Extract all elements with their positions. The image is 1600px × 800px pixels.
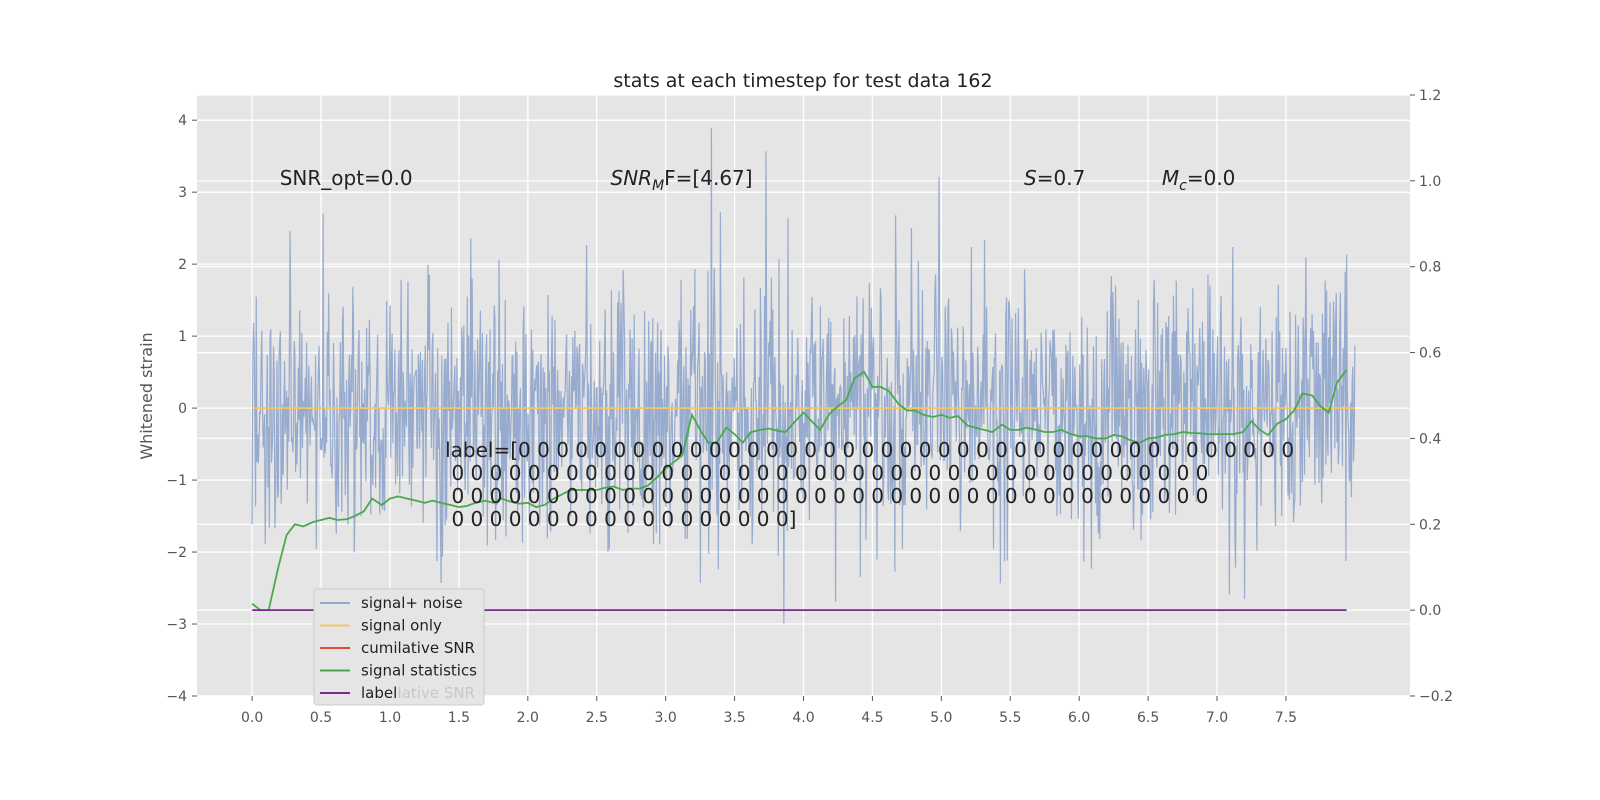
annotations: SNR_opt=0.0 SNRMF=[4.67] S=0.7 Mc=0.0: [280, 166, 1236, 194]
x-tick-label: 3.5: [723, 710, 745, 726]
legend-label: label: [361, 684, 397, 702]
label-text-line: 0 0 0 0 0 0 0 0 0 0 0 0 0 0 0 0 0 0 0 0 …: [445, 484, 1208, 508]
y2-tick-label: 0.6: [1419, 346, 1441, 362]
annotation-snr-opt: SNR_opt=0.0: [280, 166, 413, 190]
x-tick-label: 7.0: [1206, 710, 1228, 726]
signal-noise-line: [251, 128, 1356, 624]
series-signal-noise: [251, 128, 1356, 624]
y-axis-left: 4 3 2 1 0 −1 −2 −3 −4: [166, 113, 197, 705]
annotation-subscript: M: [652, 178, 664, 194]
label-text-line: label=[0 0 0 0 0 0 0 0 0 0 0 0 0 0 0 0 0…: [445, 438, 1294, 462]
y2-tick-label: 0.0: [1419, 603, 1441, 619]
y-tick-label: 3: [178, 185, 187, 201]
y-tick-label: −1: [166, 473, 187, 489]
annotation-snr-mf: SNRMF=[4.67]: [611, 166, 753, 194]
annotation-mc-value: Mc=0.0: [1162, 166, 1236, 194]
x-tick-label: 6.0: [1068, 710, 1090, 726]
y-tick-label: 1: [178, 329, 187, 345]
x-tick-label: 4.0: [792, 710, 814, 726]
x-tick-label: 1.5: [448, 710, 470, 726]
y-axis-right: 1.2 1.0 0.8 0.6 0.4 0.2 0.0 −0.2: [1410, 88, 1453, 705]
x-tick-label: 6.5: [1137, 710, 1159, 726]
x-tick-label: 5.5: [999, 710, 1021, 726]
legend-label: signal+ noise: [361, 594, 463, 612]
x-tick-label: 1.0: [379, 710, 401, 726]
chart-title: stats at each timestep for test data 162: [613, 70, 992, 92]
annotation-s-value: S=0.7: [1024, 166, 1085, 190]
x-tick-label: 2.5: [586, 710, 608, 726]
x-tick-label: 4.5: [861, 710, 883, 726]
legend-label: cumilative SNR: [361, 639, 475, 657]
y-tick-label: 0: [178, 401, 187, 417]
legend-label: signal statistics: [361, 662, 477, 680]
y-axis-title: Whitened strain: [137, 332, 156, 459]
x-tick-label: 7.5: [1275, 710, 1297, 726]
y-tick-label: 2: [178, 257, 187, 273]
x-tick-label: 5.0: [930, 710, 952, 726]
annotation-symbol: M: [1162, 166, 1179, 190]
legend: signal+ noise signal only cumilative SNR si…: [313, 588, 485, 706]
y2-tick-label: 1.0: [1419, 174, 1441, 190]
annotation-subscript: c: [1179, 178, 1187, 194]
series-line-signal-statistics: [251, 369, 1348, 612]
y2-tick-label: 0.8: [1419, 260, 1441, 276]
annotation-rest: F=[4.67]: [664, 166, 752, 190]
x-axis: 0.0 0.5 1.0 1.5 2.0 2.5 3.0 3.5 4.0 4.5 5.0 5.5 6.0 6…: [241, 696, 1297, 726]
x-tick-label: 2.0: [517, 710, 539, 726]
label-text-line: 0 0 0 0 0 0 0 0 0 0 0 0 0 0 0 0 0 0]: [445, 507, 796, 531]
y2-tick-label: 0.2: [1419, 517, 1441, 533]
y-tick-label: −3: [166, 617, 187, 633]
legend-label: signal only: [361, 617, 442, 635]
annotation-rest: =0.7: [1037, 166, 1086, 190]
x-tick-label: 3.0: [655, 710, 677, 726]
y-tick-label: −4: [166, 689, 187, 705]
y2-tick-label: 1.2: [1419, 88, 1441, 104]
legend-box: [313, 588, 485, 706]
annotation-symbol: S: [1024, 166, 1037, 190]
y-tick-label: −2: [166, 545, 187, 561]
annotation-rest: =0.0: [1187, 166, 1236, 190]
label-text-line: 0 0 0 0 0 0 0 0 0 0 0 0 0 0 0 0 0 0 0 0 …: [445, 461, 1208, 485]
x-tick-label: 0.5: [310, 710, 332, 726]
x-tick-label: 0.0: [241, 710, 263, 726]
annotation-symbol: SNR: [611, 166, 653, 190]
y-tick-label: 4: [178, 113, 187, 129]
label-text-block: label=[0 0 0 0 0 0 0 0 0 0 0 0 0 0 0 0 0…: [445, 438, 1294, 531]
y2-tick-label: −0.2: [1419, 689, 1453, 705]
y2-tick-label: 0.4: [1419, 431, 1441, 447]
legend-overlap-text: cumilative SNR: [361, 684, 475, 702]
